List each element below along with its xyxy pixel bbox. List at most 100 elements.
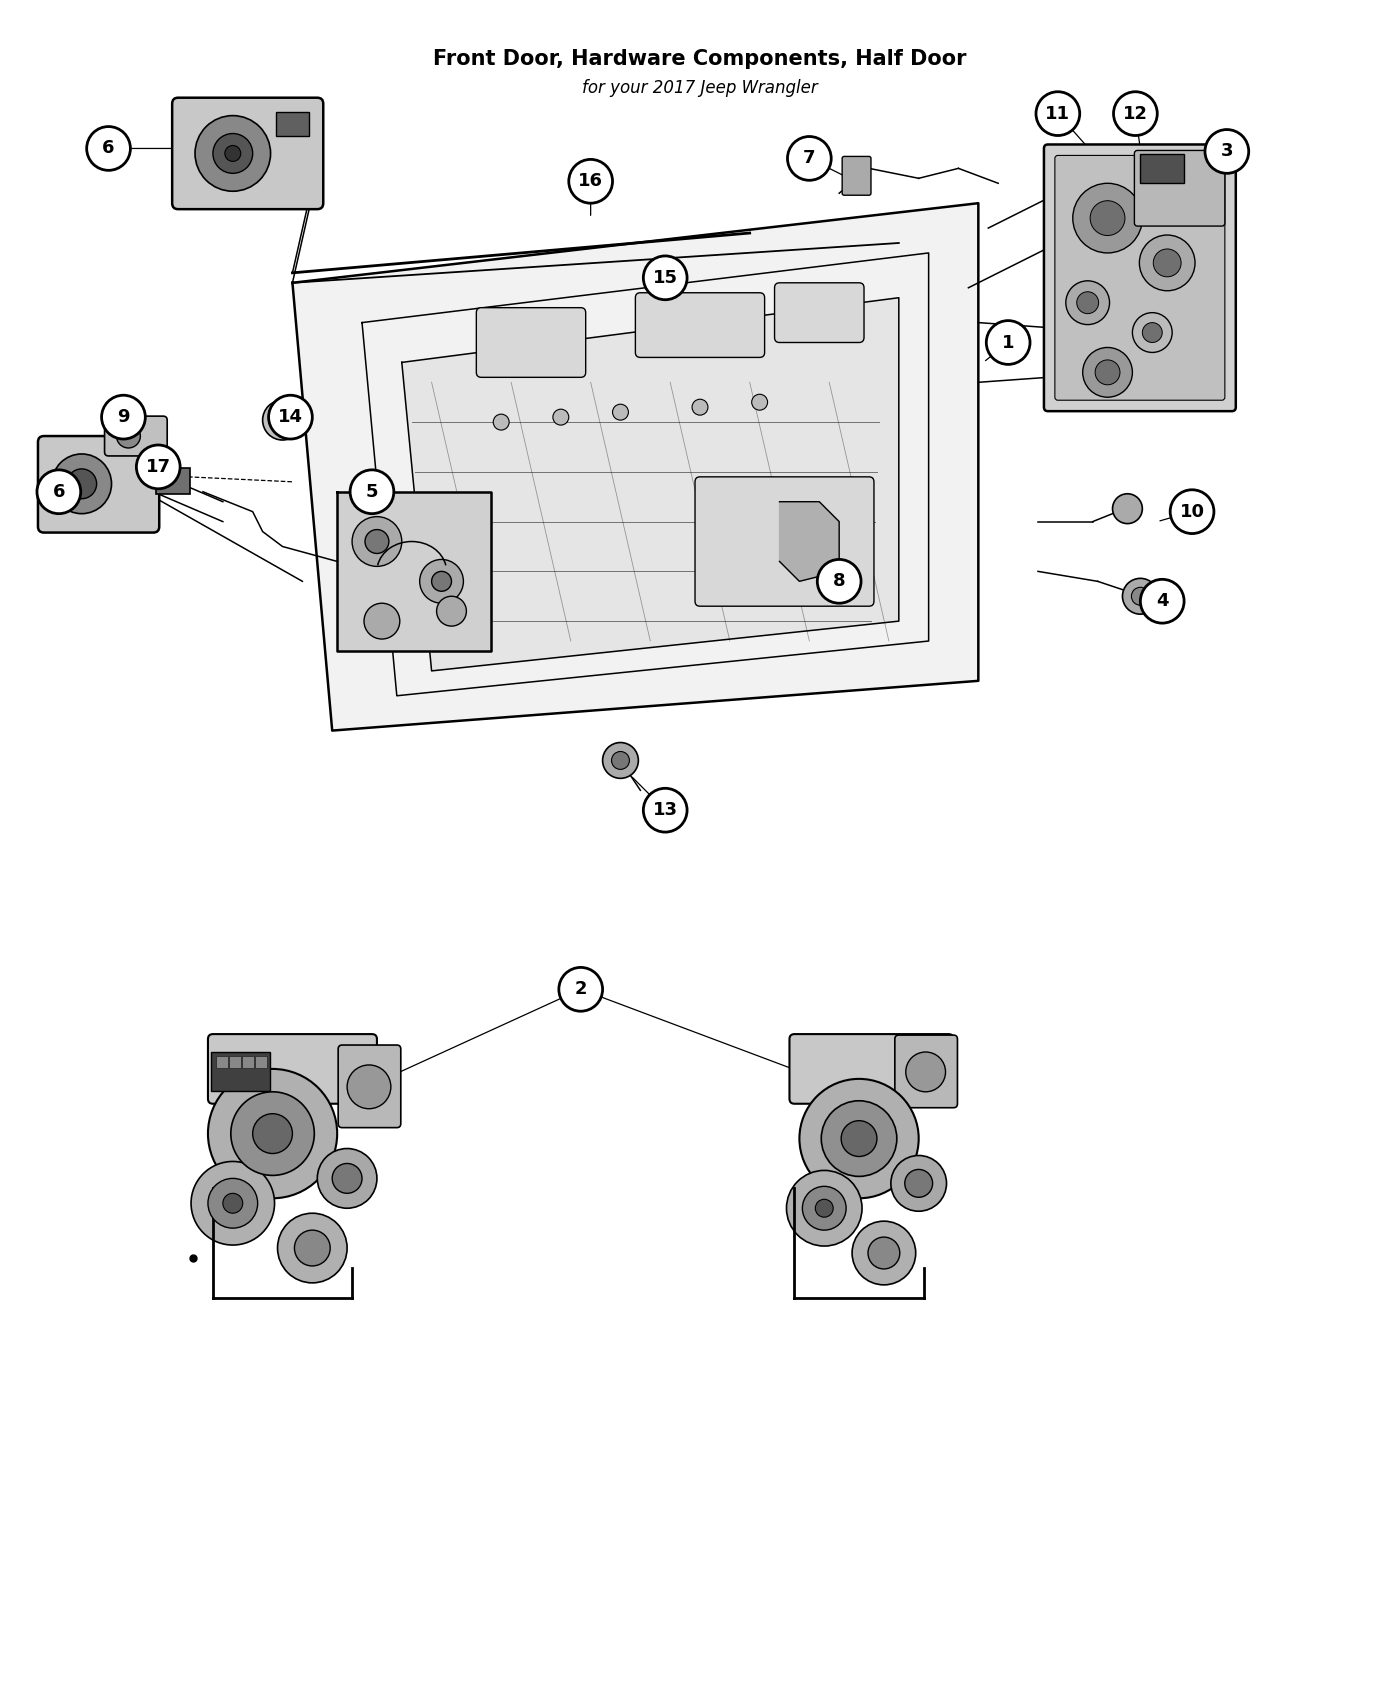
Circle shape xyxy=(692,400,708,415)
Text: 15: 15 xyxy=(652,269,678,287)
Circle shape xyxy=(263,400,302,440)
Circle shape xyxy=(1113,92,1158,136)
Text: 14: 14 xyxy=(279,408,302,427)
Circle shape xyxy=(294,1231,330,1266)
Circle shape xyxy=(223,1193,242,1214)
Circle shape xyxy=(1205,129,1249,173)
FancyBboxPatch shape xyxy=(105,416,167,456)
Circle shape xyxy=(269,394,312,439)
Circle shape xyxy=(752,394,767,410)
Circle shape xyxy=(67,469,97,498)
Circle shape xyxy=(1123,578,1158,614)
Circle shape xyxy=(1077,292,1099,313)
Circle shape xyxy=(225,146,241,162)
Text: 1: 1 xyxy=(1002,333,1015,352)
Circle shape xyxy=(1154,248,1182,277)
Polygon shape xyxy=(780,502,839,581)
Circle shape xyxy=(1140,235,1196,291)
FancyBboxPatch shape xyxy=(157,468,190,493)
Text: 2: 2 xyxy=(574,981,587,998)
Text: for your 2017 Jeep Wrangler: for your 2017 Jeep Wrangler xyxy=(582,78,818,97)
Circle shape xyxy=(136,445,181,490)
FancyBboxPatch shape xyxy=(790,1034,953,1103)
FancyBboxPatch shape xyxy=(339,1046,400,1127)
Circle shape xyxy=(1113,493,1142,524)
Text: 12: 12 xyxy=(1123,105,1148,122)
Circle shape xyxy=(1065,280,1110,325)
Circle shape xyxy=(273,410,293,430)
FancyBboxPatch shape xyxy=(636,292,764,357)
Circle shape xyxy=(841,1120,876,1156)
FancyBboxPatch shape xyxy=(211,1052,270,1091)
FancyBboxPatch shape xyxy=(774,282,864,342)
FancyBboxPatch shape xyxy=(255,1056,266,1068)
Circle shape xyxy=(190,1161,274,1244)
FancyBboxPatch shape xyxy=(895,1035,958,1108)
Text: 10: 10 xyxy=(1180,503,1204,520)
FancyBboxPatch shape xyxy=(228,1056,241,1068)
Circle shape xyxy=(1036,92,1079,136)
Circle shape xyxy=(231,1091,315,1175)
Circle shape xyxy=(986,321,1030,364)
Circle shape xyxy=(277,1214,347,1284)
Text: 13: 13 xyxy=(652,801,678,819)
Circle shape xyxy=(1095,360,1120,384)
Text: 9: 9 xyxy=(118,408,130,427)
FancyBboxPatch shape xyxy=(242,1056,253,1068)
FancyBboxPatch shape xyxy=(276,112,309,136)
Circle shape xyxy=(1170,490,1214,534)
Circle shape xyxy=(1131,586,1149,605)
Circle shape xyxy=(52,454,112,513)
Circle shape xyxy=(493,415,510,430)
Circle shape xyxy=(1141,580,1184,624)
Circle shape xyxy=(799,1080,918,1198)
FancyBboxPatch shape xyxy=(172,97,323,209)
Circle shape xyxy=(351,517,402,566)
Circle shape xyxy=(1142,323,1162,342)
Circle shape xyxy=(890,1156,946,1210)
Circle shape xyxy=(252,1114,293,1154)
FancyBboxPatch shape xyxy=(209,1034,377,1103)
Circle shape xyxy=(365,530,389,554)
FancyBboxPatch shape xyxy=(38,435,160,532)
Circle shape xyxy=(332,1163,363,1193)
Circle shape xyxy=(1091,201,1126,236)
FancyBboxPatch shape xyxy=(1134,150,1225,226)
Text: 5: 5 xyxy=(365,483,378,502)
Polygon shape xyxy=(293,204,979,731)
Circle shape xyxy=(347,1064,391,1108)
FancyBboxPatch shape xyxy=(1044,144,1236,411)
Text: 16: 16 xyxy=(578,172,603,190)
Circle shape xyxy=(644,789,687,831)
Circle shape xyxy=(213,134,252,173)
Circle shape xyxy=(853,1221,916,1285)
Circle shape xyxy=(318,1149,377,1209)
Circle shape xyxy=(568,160,613,204)
Circle shape xyxy=(906,1052,945,1091)
Text: 3: 3 xyxy=(1221,143,1233,160)
Circle shape xyxy=(904,1170,932,1197)
Circle shape xyxy=(364,604,400,639)
Circle shape xyxy=(437,597,466,626)
Polygon shape xyxy=(337,491,491,651)
Circle shape xyxy=(431,571,451,592)
Circle shape xyxy=(1082,347,1133,398)
Circle shape xyxy=(787,136,832,180)
Circle shape xyxy=(36,469,81,513)
Circle shape xyxy=(420,559,463,604)
Text: Front Door, Hardware Components, Half Door: Front Door, Hardware Components, Half Do… xyxy=(433,49,967,70)
Circle shape xyxy=(102,394,146,439)
Circle shape xyxy=(822,1102,897,1176)
Circle shape xyxy=(350,469,393,513)
Text: 7: 7 xyxy=(804,150,816,167)
FancyBboxPatch shape xyxy=(843,156,871,196)
Circle shape xyxy=(818,559,861,604)
Circle shape xyxy=(1072,184,1142,253)
Circle shape xyxy=(553,410,568,425)
Circle shape xyxy=(644,257,687,299)
Circle shape xyxy=(116,423,140,449)
Text: 11: 11 xyxy=(1046,105,1071,122)
Circle shape xyxy=(209,1069,337,1198)
Circle shape xyxy=(787,1170,862,1246)
Circle shape xyxy=(602,743,638,779)
